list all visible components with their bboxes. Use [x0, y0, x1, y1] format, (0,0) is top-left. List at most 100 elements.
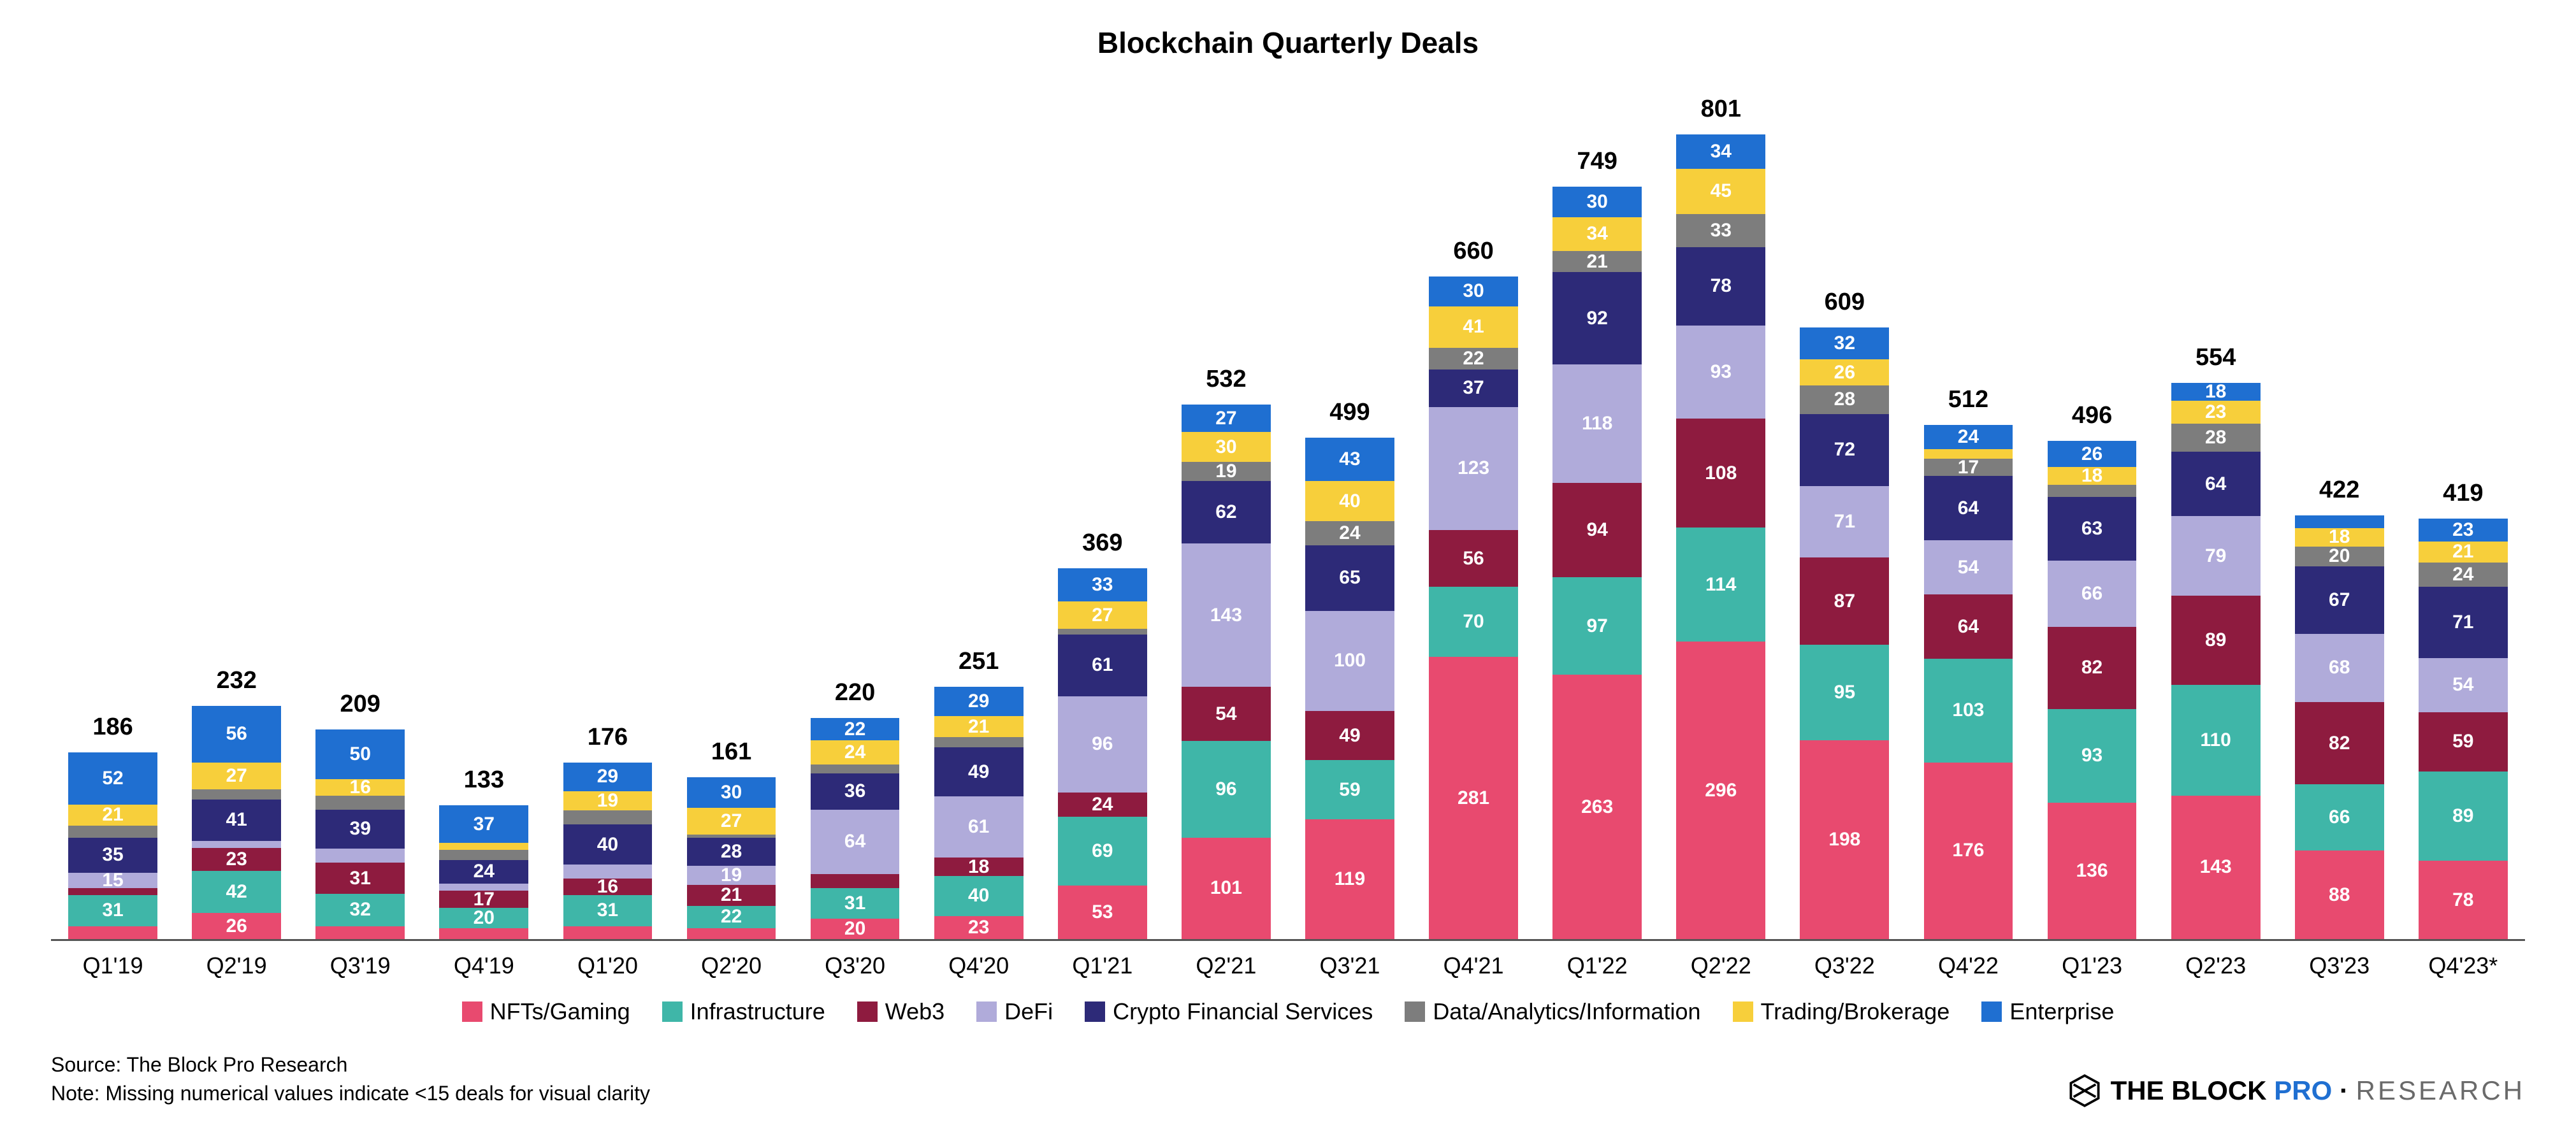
- bar-segment-nfts: 198: [1800, 740, 1889, 939]
- bar-segment-infra: 20: [439, 908, 528, 928]
- bar-segment-web3: 54: [1182, 687, 1271, 741]
- bar-segment-trading: 27: [687, 808, 776, 835]
- bar-segment-trading: [439, 843, 528, 850]
- bar-segment-enterprise: 30: [687, 777, 776, 807]
- bar-segment-enterprise: [2295, 515, 2384, 528]
- bar-segment-defi: 93: [1676, 326, 1765, 419]
- bar-segment-data: [192, 789, 281, 800]
- bar-segment-enterprise: 27: [1182, 405, 1271, 432]
- bar-segment-nfts: [68, 926, 157, 939]
- bar-segment-enterprise: 32: [1800, 327, 1889, 359]
- x-axis-tick: Q4'20: [917, 952, 1041, 979]
- brand-text: THE BLOCK PRO · RESEARCH: [2111, 1075, 2525, 1106]
- bar-segment-nfts: [687, 928, 776, 939]
- bar-segment-cfs: 35: [68, 838, 157, 873]
- bar-total-label: 220: [835, 679, 875, 707]
- bar-segment-enterprise: 30: [1552, 187, 1642, 217]
- bar-total-label: 496: [2072, 402, 2112, 429]
- bar-segment-enterprise: 23: [2419, 519, 2508, 542]
- bar-segment-nfts: 143: [2171, 796, 2261, 939]
- legend-swatch: [976, 1001, 997, 1022]
- stacked-bar: 23401861492129: [934, 687, 1024, 939]
- bar-segment-defi: 15: [68, 873, 157, 888]
- bar-total-label: 251: [959, 648, 999, 675]
- x-axis-tick: Q3'20: [793, 952, 917, 979]
- stacked-bar: 119594910065244043: [1305, 438, 1394, 939]
- bar-total-label: 660: [1453, 238, 1493, 265]
- bar-segment-defi: 143: [1182, 543, 1271, 687]
- bar-segment-infra: 31: [563, 895, 653, 926]
- bar-segment-cfs: 61: [1058, 635, 1147, 696]
- bar-segment-trading: 21: [934, 716, 1024, 737]
- bar-segment-cfs: 28: [687, 838, 776, 866]
- bar-segment-data: 33: [1676, 214, 1765, 247]
- bar-column: 42288668268672018: [2278, 85, 2401, 939]
- bar-segment-defi: 61: [934, 796, 1024, 858]
- bar-total-label: 512: [1948, 386, 1988, 413]
- bar-segment-data: [563, 810, 653, 824]
- bar-segment-trading: 40: [1305, 481, 1394, 521]
- stacked-bar: 2961141089378334534: [1676, 134, 1765, 939]
- bar-segment-data: 17: [1924, 459, 2013, 476]
- bar-segment-trading: 21: [2419, 542, 2508, 563]
- bar-segment-enterprise: 52: [68, 752, 157, 805]
- bar-segment-infra: 97: [1552, 577, 1642, 675]
- bar-total-label: 609: [1825, 289, 1865, 316]
- bar-segment-web3: 108: [1676, 419, 1765, 527]
- legend-label: NFTs/Gaming: [490, 998, 630, 1025]
- bar-segment-data: 28: [2171, 424, 2261, 452]
- x-axis-tick: Q4'21: [1412, 952, 1535, 979]
- bar-segment-nfts: 20: [811, 919, 900, 939]
- bar-column: 60919895877172282632: [1783, 85, 1906, 939]
- legend-label: DeFi: [1004, 998, 1053, 1025]
- bar-segment-cfs: 64: [1924, 476, 2013, 540]
- legend-item-infra: Infrastructure: [662, 998, 825, 1025]
- stacked-bar: 20172437: [439, 805, 528, 939]
- x-axis-tick: Q3'23: [2278, 952, 2401, 979]
- bar-segment-trading: 26: [1800, 359, 1889, 385]
- brand: THE BLOCK PRO · RESEARCH: [2067, 1073, 2525, 1108]
- bar-total-label: 186: [92, 714, 133, 741]
- bar-segment-infra: 103: [1924, 659, 2013, 762]
- stacked-bar: 88668268672018: [2295, 515, 2384, 939]
- stacked-bar: 264223412756: [192, 706, 281, 939]
- bar-column: 232264223412756: [175, 85, 298, 939]
- bar-total-label: 161: [711, 738, 751, 766]
- bar-segment-nfts: 23: [934, 916, 1024, 939]
- bar-segment-nfts: [439, 928, 528, 939]
- bar-segment-infra: 93: [2048, 709, 2137, 803]
- bar-segment-infra: 59: [1305, 760, 1394, 819]
- legend-swatch: [1085, 1001, 1105, 1022]
- bar-segment-data: [811, 764, 900, 773]
- bar-segment-enterprise: 34: [1676, 134, 1765, 169]
- bar-segment-web3: 89: [2171, 596, 2261, 685]
- bar-segment-data: [439, 850, 528, 860]
- legend-item-enterprise: Enterprise: [1981, 998, 2114, 1025]
- bar-segment-infra: 22: [687, 906, 776, 928]
- stacked-bar: 7889595471242123: [2419, 519, 2508, 939]
- bar-segment-enterprise: 24: [1924, 425, 2013, 449]
- bar-segment-data: 19: [1182, 462, 1271, 481]
- legend-swatch: [1733, 1001, 1753, 1022]
- bar-segment-trading: 27: [192, 763, 281, 790]
- bar-total-label: 133: [464, 766, 504, 794]
- bar-segment-data: [934, 737, 1024, 747]
- x-axis-tick: Q1'21: [1041, 952, 1164, 979]
- x-axis-tick: Q4'23*: [2401, 952, 2525, 979]
- bar-segment-enterprise: 29: [934, 687, 1024, 716]
- bar-segment-infra: 96: [1182, 741, 1271, 837]
- bar-segment-infra: 66: [2295, 784, 2384, 851]
- bar-segment-nfts: 136: [2048, 803, 2137, 939]
- bar-segment-web3: 59: [2419, 712, 2508, 772]
- bar-column: 554143110897964282318: [2154, 85, 2278, 939]
- bar-segment-cfs: 67: [2295, 566, 2384, 634]
- bar-segment-nfts: 78: [2419, 861, 2508, 939]
- legend-label: Trading/Brokerage: [1761, 998, 1950, 1025]
- x-axis-tick: Q2'21: [1164, 952, 1288, 979]
- x-axis-tick: Q2'20: [669, 952, 793, 979]
- note-line: Note: Missing numerical values indicate …: [51, 1079, 650, 1108]
- bar-column: 499119594910065244043: [1288, 85, 1412, 939]
- bar-segment-infra: 42: [192, 871, 281, 913]
- legend-label: Data/Analytics/Information: [1433, 998, 1700, 1025]
- bar-segment-web3: 64: [1924, 594, 2013, 659]
